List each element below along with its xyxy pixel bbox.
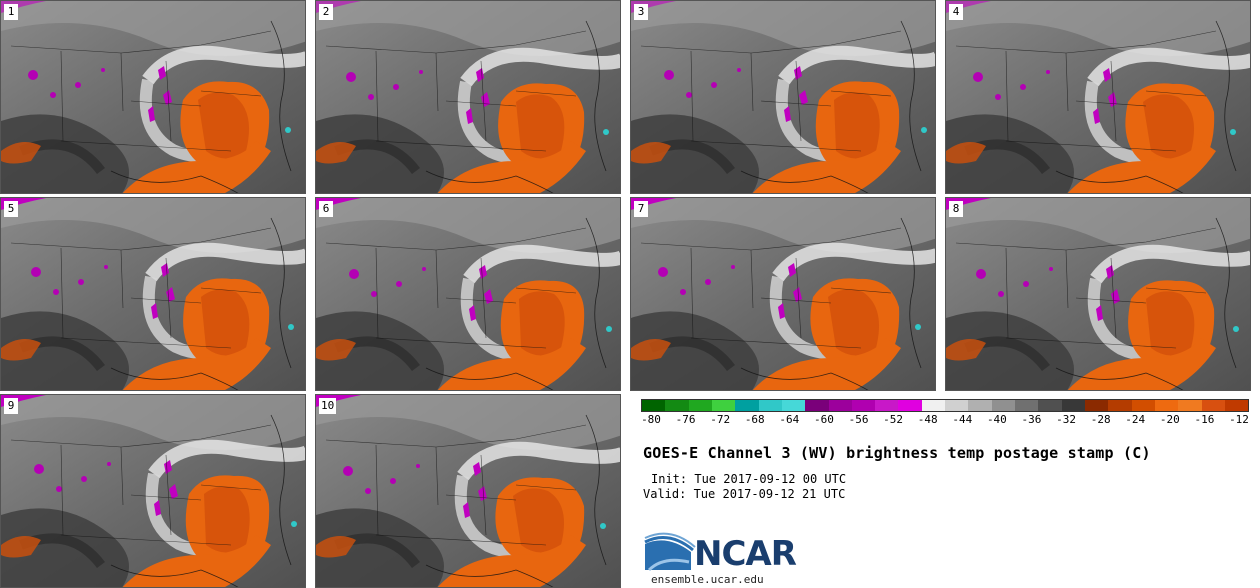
panel-number: 7: [634, 201, 648, 217]
colorbar-tick-label: -36: [1021, 413, 1042, 426]
colorbar-tick-label: -56: [848, 413, 869, 426]
colorbar-tick-label: -24: [1125, 413, 1146, 426]
water-vapor-map: [316, 198, 620, 390]
colorbar-tick-label: -52: [883, 413, 904, 426]
logo-text: NCAR: [694, 534, 797, 574]
colorbar-tick-label: -20: [1159, 413, 1180, 426]
colorbar-segment: [688, 400, 712, 411]
water-vapor-map: [316, 395, 620, 587]
postage-stamp-panel-6: 6: [315, 197, 621, 391]
water-vapor-map: [631, 1, 935, 193]
postage-stamp-panel-8: 8: [945, 197, 1251, 391]
colorbar-segment: [945, 400, 969, 411]
colorbar-segment: [1061, 400, 1085, 411]
panel-number: 9: [4, 398, 18, 414]
colorbar-segment: [781, 400, 806, 411]
colorbar-segment: [1084, 400, 1109, 411]
panel-number: 4: [949, 4, 963, 20]
panel-number: 3: [634, 4, 648, 20]
water-vapor-map: [946, 1, 1250, 193]
colorbar-segment: [1224, 400, 1249, 411]
colorbar-tick-label: -80: [641, 413, 661, 426]
colorbar-segment: [1154, 400, 1179, 411]
colorbar-segment: [1201, 400, 1225, 411]
colorbar-segment: [968, 400, 992, 411]
panel-number: 8: [949, 201, 963, 217]
colorbar-segment: [828, 400, 852, 411]
page-title: GOES-E Channel 3 (WV) brightness temp po…: [643, 444, 1151, 462]
colorbar-segment: [642, 400, 666, 411]
water-vapor-map: [1, 1, 305, 193]
ncar-logo-icon: [644, 532, 696, 572]
water-vapor-map: [946, 198, 1250, 390]
colorbar-segment: [1015, 400, 1039, 411]
colorbar-segment: [805, 400, 829, 411]
colorbar-tick-label: -12: [1229, 413, 1249, 426]
colorbar-tick-label: -28: [1090, 413, 1111, 426]
colorbar-segment: [711, 400, 736, 411]
init-time: Init: Tue 2017-09-12 00 UTC: [651, 472, 847, 486]
postage-stamp-panel-3: 3: [630, 0, 936, 194]
water-vapor-map: [316, 1, 620, 193]
water-vapor-map: [1, 395, 305, 587]
colorbar-tick-label: -16: [1194, 413, 1215, 426]
colorbar-segment: [921, 400, 946, 411]
colorbar-tick-label: -48: [917, 413, 938, 426]
water-vapor-map: [631, 198, 935, 390]
colorbar-segment: [1038, 400, 1062, 411]
colorbar-segment: [665, 400, 689, 411]
colorbar-segment: [898, 400, 922, 411]
postage-stamp-panel-10: 10: [315, 394, 621, 588]
panel-number: 10: [319, 398, 337, 414]
colorbar: [641, 399, 1249, 412]
colorbar-tick-label: -60: [814, 413, 834, 426]
postage-stamp-panel-5: 5: [0, 197, 306, 391]
colorbar-segment: [758, 400, 782, 411]
panel-number: 2: [319, 4, 333, 20]
colorbar-tick-label: -32: [1056, 413, 1076, 426]
postage-stamp-panel-4: 4: [945, 0, 1251, 194]
postage-stamp-panel-1: 1: [0, 0, 306, 194]
water-vapor-map: [1, 198, 305, 390]
colorbar-tick-label: -40: [986, 413, 1007, 426]
colorbar-tick-labels: -80 -76 -72 -68 -64 -60 -56 -52 -48 -44 -40 -36 -32 -…: [641, 413, 1249, 429]
panel-number: 1: [4, 4, 18, 20]
colorbar-tick-label: -72: [710, 413, 731, 426]
site-url: ensemble.ucar.edu: [651, 573, 764, 586]
colorbar-segment: [991, 400, 1015, 411]
panel-number: 5: [4, 201, 18, 217]
colorbar-tick-label: -68: [744, 413, 765, 426]
colorbar-tick-label: -44: [952, 413, 973, 426]
colorbar-segment: [875, 400, 899, 411]
colorbar-tick-label: -64: [779, 413, 800, 426]
panel-number: 6: [319, 201, 333, 217]
colorbar-tick-label: -76: [675, 413, 696, 426]
colorbar-segment: [851, 400, 876, 411]
postage-stamp-panel-7: 7: [630, 197, 936, 391]
colorbar-segment: [735, 400, 759, 411]
colorbar-segment: [1108, 400, 1132, 411]
postage-stamp-panel-2: 2: [315, 0, 621, 194]
colorbar-segment: [1178, 400, 1202, 411]
colorbar-segment: [1131, 400, 1155, 411]
postage-stamp-panel-9: 9: [0, 394, 306, 588]
valid-time: Valid: Tue 2017-09-12 21 UTC: [643, 487, 846, 501]
